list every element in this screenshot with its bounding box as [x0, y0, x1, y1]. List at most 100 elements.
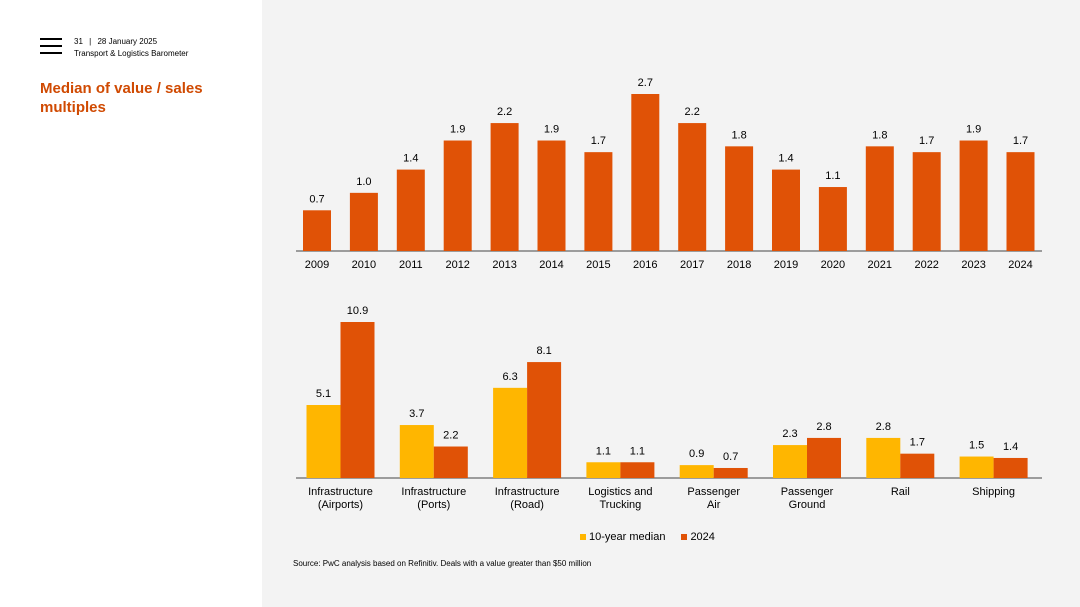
- sector-bar-median-7: [959, 456, 994, 478]
- annual-tick-label-2023: 2023: [961, 259, 985, 271]
- annual-bar-label-2018: 1.8: [731, 129, 746, 141]
- page-title: Median of value / sales multiples: [40, 80, 203, 116]
- meta-separator: |: [89, 37, 92, 46]
- hamburger-menu-icon[interactable]: [40, 37, 62, 55]
- annual-bar-2021: [865, 146, 894, 251]
- annual-tick-label-2018: 2018: [727, 259, 751, 271]
- sector-bar-label-median-1: 3.7: [409, 408, 424, 420]
- annual-tick-label-2017: 2017: [680, 259, 704, 271]
- annual-bar-label-2009: 0.7: [309, 193, 324, 205]
- annual-bar-label-2015: 1.7: [591, 135, 606, 147]
- annual-bar-2024: [1006, 152, 1035, 251]
- sector-bar-label-2024-4: 0.7: [723, 451, 738, 463]
- sector-tick-label-3-0: Logistics and: [588, 486, 652, 498]
- page-number: 31: [74, 37, 83, 46]
- annual-tick-label-2009: 2009: [305, 259, 329, 271]
- annual-bar-2013: [490, 123, 519, 251]
- annual-tick-label-2024: 2024: [1008, 259, 1032, 271]
- sector-bar-median-5: [773, 445, 807, 478]
- annual-bar-2010: [349, 192, 378, 251]
- sector-bar-label-median-2: 6.3: [502, 371, 517, 383]
- sector-tick-label-5-1: Ground: [789, 499, 826, 511]
- annual-bar-2015: [584, 152, 613, 251]
- sector-bar-label-median-6: 2.8: [876, 421, 891, 433]
- sector-bar-label-median-0: 5.1: [316, 388, 331, 400]
- sector-bar-label-median-7: 1.5: [969, 440, 984, 452]
- annual-tick-label-2016: 2016: [633, 259, 657, 271]
- annual-bar-label-2023: 1.9: [966, 124, 981, 136]
- annual-tick-label-2012: 2012: [445, 259, 469, 271]
- sector-tick-label-1-1: (Ports): [417, 499, 450, 511]
- sector-bar-label-median-5: 2.3: [782, 428, 797, 440]
- sector-bar-2024-2: [527, 362, 562, 478]
- annual-bar-label-2014: 1.9: [544, 124, 559, 136]
- sector-bar-median-3: [586, 462, 621, 478]
- annual-bar-label-2017: 2.2: [685, 106, 700, 118]
- annual-bar-label-2019: 1.4: [778, 153, 793, 165]
- annual-bar-2009: [303, 210, 331, 251]
- annual-bar-label-2013: 2.2: [497, 106, 512, 118]
- annual-bar-2016: [631, 94, 660, 251]
- sector-tick-label-7-0: Shipping: [972, 486, 1015, 498]
- chart-legend: 10-year median 2024: [580, 531, 715, 543]
- annual-bar-label-2016: 2.7: [638, 77, 653, 89]
- sector-bar-median-0: [306, 405, 341, 478]
- sector-tick-label-1-0: Infrastructure: [401, 486, 466, 498]
- report-name: Transport & Logistics Barometer: [74, 49, 189, 58]
- sector-bar-2024-4: [713, 467, 748, 478]
- annual-bar-2012: [443, 140, 472, 251]
- page-meta: 31 | 28 January 2025: [74, 37, 157, 46]
- sector-tick-label-2-0: Infrastructure: [495, 486, 560, 498]
- sector-bar-label-2024-7: 1.4: [1003, 441, 1018, 453]
- legend-swatch-median: [580, 534, 586, 540]
- annual-bar-2011: [396, 169, 425, 251]
- sector-bar-label-2024-2: 8.1: [536, 345, 551, 357]
- annual-bar-label-2021: 1.8: [872, 129, 887, 141]
- annual-tick-label-2015: 2015: [586, 259, 610, 271]
- sector-bar-2024-7: [993, 457, 1028, 478]
- annual-bar-label-2012: 1.9: [450, 124, 465, 136]
- annual-bar-label-2022: 1.7: [919, 135, 934, 147]
- legend-label-2024: 2024: [690, 531, 715, 543]
- sector-bar-2024-6: [900, 453, 935, 478]
- annual-tick-label-2014: 2014: [539, 259, 563, 271]
- annual-bar-2014: [537, 140, 566, 251]
- sector-tick-label-2-1: (Road): [510, 499, 544, 511]
- sector-bar-2024-1: [433, 446, 468, 478]
- annual-bar-label-2024: 1.7: [1013, 135, 1028, 147]
- sector-bar-label-2024-3: 1.1: [630, 445, 645, 457]
- legend-swatch-2024: [681, 534, 688, 540]
- annual-tick-label-2022: 2022: [914, 259, 938, 271]
- source-note: Source: PwC analysis based on Refinitiv.…: [293, 559, 592, 568]
- annual-bar-2018: [725, 146, 754, 251]
- sector-bar-median-2: [493, 387, 528, 478]
- annual-bar-2017: [678, 123, 707, 251]
- annual-tick-label-2010: 2010: [352, 259, 376, 271]
- annual-tick-label-2013: 2013: [492, 259, 516, 271]
- annual-tick-label-2019: 2019: [774, 259, 798, 271]
- sector-bar-label-median-3: 1.1: [596, 445, 611, 457]
- sector-tick-label-4-0: Passenger: [687, 486, 740, 498]
- sector-bar-label-2024-6: 1.7: [910, 437, 925, 449]
- annual-bar-2020: [818, 187, 847, 251]
- annual-bar-2019: [772, 169, 800, 251]
- sector-bar-label-2024-5: 2.8: [816, 421, 831, 433]
- chart-panel: [262, 0, 1080, 607]
- sector-tick-label-3-1: Trucking: [600, 499, 642, 511]
- sector-bar-label-2024-1: 2.2: [443, 430, 458, 442]
- sector-tick-label-4-1: Air: [707, 499, 721, 511]
- sector-tick-label-0-1: (Airports): [318, 499, 363, 511]
- sector-tick-label-0-0: Infrastructure: [308, 486, 373, 498]
- legend-item-2024: 2024: [681, 531, 715, 543]
- legend-label-median: 10-year median: [589, 531, 666, 543]
- sector-bar-2024-5: [807, 437, 841, 478]
- sector-bar-median-6: [866, 437, 901, 478]
- annual-bar-2023: [959, 140, 988, 251]
- annual-tick-label-2020: 2020: [821, 259, 845, 271]
- annual-bar-label-2010: 1.0: [356, 176, 371, 188]
- sector-tick-label-5-0: Passenger: [781, 486, 834, 498]
- legend-item-median: 10-year median: [580, 531, 665, 543]
- sector-bar-median-4: [679, 465, 714, 478]
- sector-bar-2024-3: [620, 462, 655, 478]
- report-date: 28 January 2025: [97, 37, 158, 46]
